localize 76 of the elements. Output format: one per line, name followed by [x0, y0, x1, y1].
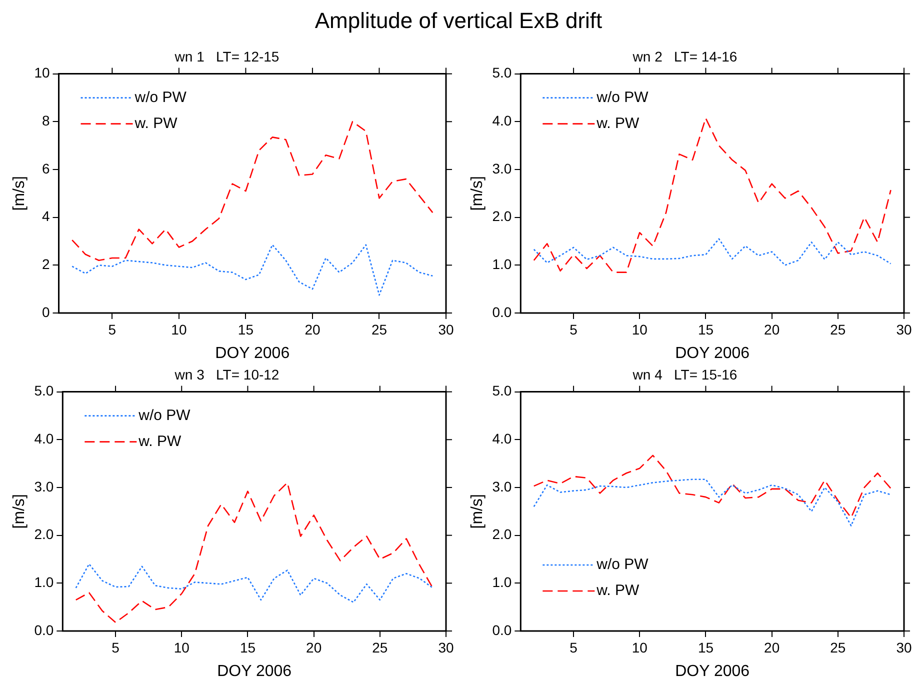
y-tick-label: 1.0	[492, 256, 512, 272]
y-axis-title: [m/s]	[11, 176, 28, 211]
x-tick-label: 10	[174, 639, 190, 656]
y-tick-label: 3.0	[34, 478, 54, 494]
x-tick-label: 5	[570, 639, 578, 656]
x-tick-label: 15	[698, 639, 714, 656]
x-tick-label: 30	[896, 639, 912, 656]
y-tick-label: 1.0	[34, 574, 54, 590]
y-tick-label: 5.0	[492, 382, 512, 399]
y-tick-label: 2	[42, 256, 50, 272]
x-tick-label: 30	[896, 321, 912, 338]
legend-label: w/o PW	[596, 88, 650, 106]
x-tick-label: 25	[830, 639, 846, 656]
chart-title: wn 3 LT= 10-12	[174, 366, 280, 382]
line-series	[533, 478, 892, 526]
x-axis-title: DOY 2006	[675, 662, 750, 680]
x-tick-label: 5	[112, 639, 120, 656]
y-axis-title: [m/s]	[469, 176, 486, 211]
y-tick-label: 3.0	[492, 160, 512, 176]
x-tick-label: 25	[372, 639, 388, 656]
y-tick-label: 2.0	[492, 208, 512, 224]
x-tick-label: 20	[764, 639, 780, 656]
x-tick-label: 5	[108, 321, 116, 338]
chart-title: wn 2 LT= 14-16	[632, 48, 738, 64]
legend-label: w/o PW	[134, 88, 188, 106]
line-series	[533, 454, 892, 518]
y-axis-title: [m/s]	[11, 494, 28, 529]
x-tick-label: 15	[698, 321, 714, 338]
y-tick-label: 4.0	[492, 430, 512, 446]
y-tick-label: 4.0	[492, 112, 512, 128]
x-tick-label: 30	[438, 639, 454, 656]
x-axis-title: DOY 2006	[675, 344, 750, 362]
x-tick-label: 20	[304, 321, 320, 338]
chart-title: wn 4 LT= 15-16	[632, 366, 738, 382]
y-tick-label: 3.0	[492, 478, 512, 494]
x-tick-label: 10	[171, 321, 187, 338]
y-tick-label: 6	[42, 160, 50, 176]
y-tick-label: 0.0	[492, 304, 512, 320]
x-tick-label: 25	[830, 321, 846, 338]
line-series	[533, 238, 892, 266]
legend-label: w. PW	[596, 114, 640, 132]
line-series	[75, 482, 434, 624]
y-tick-label: 4	[42, 208, 50, 224]
line-series	[75, 563, 434, 603]
y-tick-label: 1.0	[492, 574, 512, 590]
x-axis-title: DOY 2006	[217, 662, 292, 680]
legend-label: w. PW	[596, 582, 640, 600]
legend-label: w. PW	[138, 432, 182, 450]
x-tick-label: 20	[306, 639, 322, 656]
y-tick-label: 0.0	[34, 622, 54, 638]
y-tick-label: 0	[42, 304, 50, 320]
x-axis-title: DOY 2006	[215, 344, 290, 362]
legend-label: w/o PW	[596, 556, 650, 574]
line-series	[533, 118, 892, 273]
x-tick-label: 15	[238, 321, 254, 338]
legend-label: w. PW	[134, 114, 178, 132]
y-tick-label: 10	[34, 64, 50, 81]
y-tick-label: 2.0	[34, 526, 54, 542]
y-tick-label: 4.0	[34, 430, 54, 446]
y-tick-label: 5.0	[34, 382, 54, 399]
x-tick-label: 10	[632, 639, 648, 656]
y-tick-label: 2.0	[492, 526, 512, 542]
x-tick-label: 15	[240, 639, 256, 656]
chart-title: wn 1 LT= 12-15	[174, 48, 280, 64]
x-tick-label: 20	[764, 321, 780, 338]
legend-label: w/o PW	[138, 406, 192, 424]
x-tick-label: 25	[371, 321, 388, 338]
y-axis-title: [m/s]	[469, 494, 486, 529]
x-tick-label: 10	[632, 321, 648, 338]
line-series	[71, 244, 434, 296]
y-tick-label: 5.0	[492, 64, 512, 81]
x-tick-label: 5	[570, 321, 578, 338]
x-tick-label: 30	[438, 321, 454, 338]
text: Amplitude of vertical ExB drift	[314, 8, 604, 34]
y-tick-label: 0.0	[492, 622, 512, 638]
y-tick-label: 8	[42, 112, 50, 128]
